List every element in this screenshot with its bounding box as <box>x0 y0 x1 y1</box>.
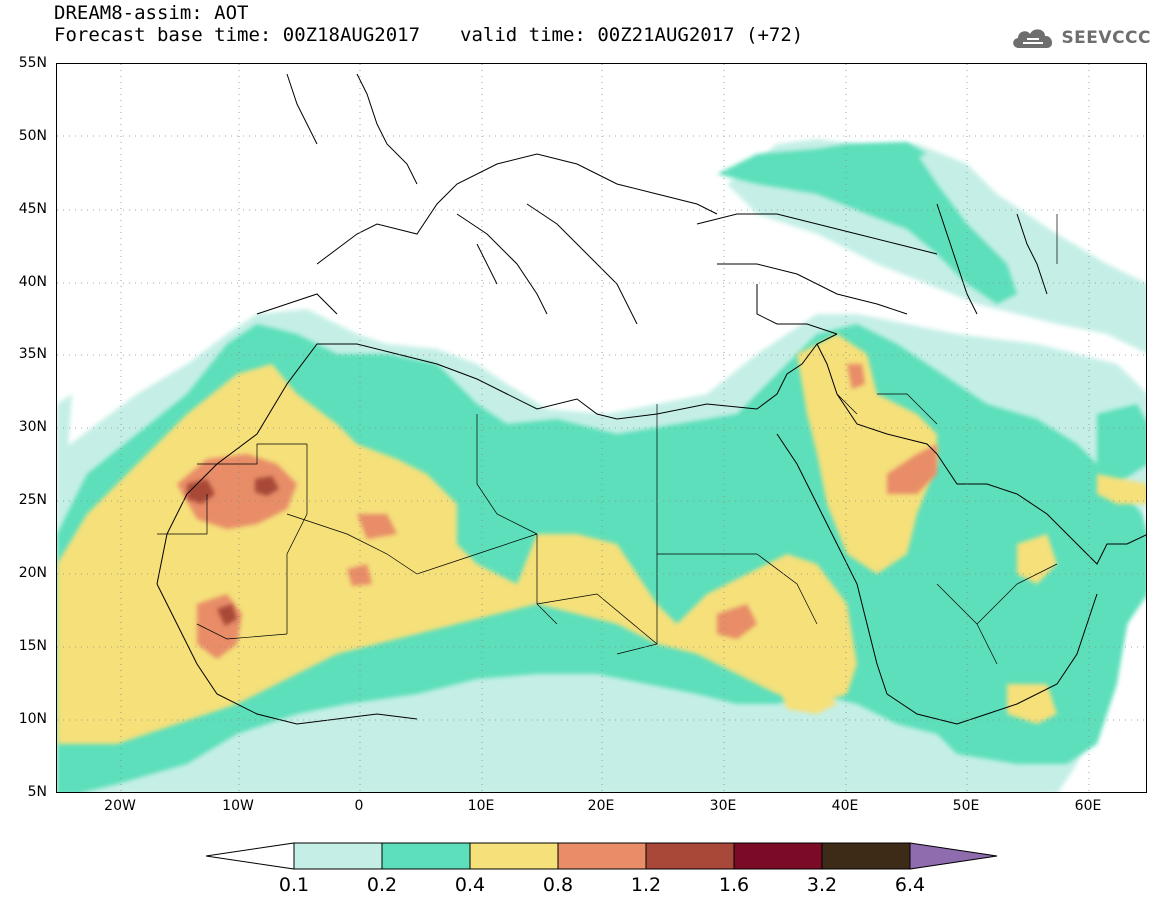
product-title: DREAM8-assim: AOT <box>54 2 249 24</box>
colorbar-label: 0.1 <box>278 874 310 896</box>
lon-label: 10W <box>222 798 254 814</box>
colorbar-label: 1.2 <box>630 874 662 896</box>
colorbar-below-triangle <box>206 842 295 870</box>
lat-label: 55N <box>18 55 47 71</box>
aot-map <box>56 63 1147 793</box>
lon-label: 60E <box>1074 798 1102 814</box>
lon-label: 10E <box>467 798 495 814</box>
lat-label: 15N <box>18 638 47 654</box>
lat-label: 5N <box>27 784 47 800</box>
lat-label: 45N <box>18 201 47 217</box>
lat-label: 35N <box>18 346 47 362</box>
logo-text: SEEVCCC <box>1061 28 1151 48</box>
map-canvas <box>57 64 1146 792</box>
colorbar-swatch <box>557 842 647 870</box>
seevccc-logo: SEEVCCC <box>1009 24 1151 52</box>
coastlines <box>156 73 1146 725</box>
lat-label: 10N <box>18 711 47 727</box>
lon-label: 20E <box>587 798 615 814</box>
colorbar-label: 3.2 <box>806 874 838 896</box>
colorbar-swatch <box>821 842 911 870</box>
country-borders <box>157 214 1058 665</box>
colorbar-swatch <box>733 842 823 870</box>
colorbar-above-triangle <box>909 842 998 870</box>
lat-label: 30N <box>18 419 47 435</box>
lon-label: 30E <box>709 798 737 814</box>
time-info-row: Forecast base time: 00Z18AUG2017 valid ti… <box>54 24 803 46</box>
lon-label: 0 <box>354 798 364 814</box>
colorbar-label: 0.2 <box>366 874 398 896</box>
colorbar-label: 1.6 <box>718 874 750 896</box>
lon-label: 50E <box>952 798 980 814</box>
lat-label: 25N <box>18 492 47 508</box>
lat-label: 50N <box>18 128 47 144</box>
colorbar-label: 0.8 <box>542 874 574 896</box>
lon-label: 40E <box>831 798 859 814</box>
forecast-base-time: Forecast base time: 00Z18AUG2017 <box>54 24 421 46</box>
colorbar-swatch <box>645 842 735 870</box>
colorbar-swatch <box>381 842 471 870</box>
aot-level-1.2 <box>187 476 279 626</box>
valid-time: valid time: 00Z21AUG2017 (+72) <box>460 24 804 46</box>
colorbar-label: 6.4 <box>894 874 926 896</box>
lat-label: 20N <box>18 565 47 581</box>
map-header: DREAM8-assim: AOT Forecast base time: 00… <box>54 2 803 46</box>
lon-label: 20W <box>104 798 136 814</box>
colorbar-swatch <box>469 842 559 870</box>
lat-label: 40N <box>18 274 47 290</box>
cloud-icon <box>1013 29 1053 48</box>
colorbar-label: 0.4 <box>454 874 486 896</box>
colorbar <box>206 842 998 870</box>
colorbar-swatch <box>293 842 383 870</box>
